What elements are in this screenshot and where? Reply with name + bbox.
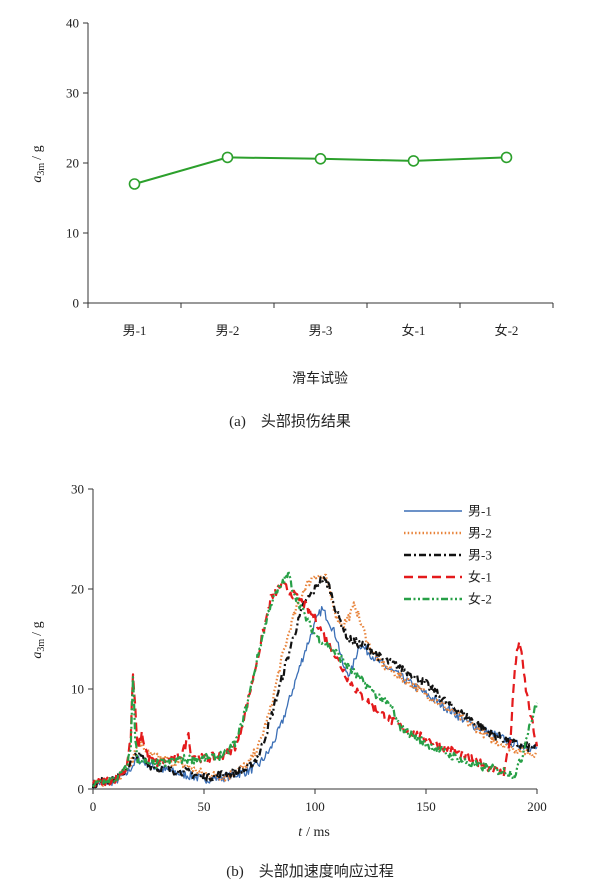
chart-a-y-ticks: 0 10 20 30 40 (66, 16, 88, 311)
chart-b-x-tick-label: 50 (198, 799, 211, 814)
chart-b-series (91, 569, 539, 789)
chart-a-y-tick-label: 0 (73, 296, 80, 311)
chart-b-y-tick-label: 20 (71, 582, 84, 597)
chart-a-x-tick-label: 男-3 (309, 323, 333, 338)
chart-b-series-line (92, 579, 539, 788)
chart-a-series (128, 151, 513, 190)
chart-b-x-tick-label: 100 (305, 799, 325, 814)
chart-a-x-tick-label: 女-1 (402, 323, 426, 338)
chart-b-series-line (92, 569, 539, 788)
chart-a-data-point (221, 151, 234, 164)
chart-a-y-tick-label: 40 (66, 16, 79, 31)
chart-b-x-ticks: 0 50 100 150 200 (90, 789, 547, 814)
chart-b-y-tick-label: 0 (78, 782, 85, 797)
chart-b-y-tick-label: 30 (71, 482, 84, 497)
chart-b-series-line (92, 573, 538, 787)
chart-a-caption: (a) 头部损伤结果 (229, 413, 351, 430)
chart-a-data-point (500, 151, 513, 164)
chart-b-legend-label: 男-1 (468, 504, 492, 519)
chart-b-legend-label: 女-1 (468, 570, 492, 585)
chart-b-y-axis-label: a3m/ g (30, 621, 47, 658)
chart-a-data-point (314, 153, 327, 165)
chart-b-x-axis-label: t / ms (298, 825, 330, 840)
chart-b-y-ticks: 0 10 20 30 (71, 482, 93, 797)
chart-a-y-axis-label: a3m/ g (30, 145, 47, 182)
chart-b-legend: 男-1 男-2 男-3 女-1 女-2 (404, 504, 492, 607)
chart-b-x-tick-label: 200 (527, 799, 547, 814)
chart-a-y-tick-label: 30 (66, 86, 79, 101)
chart-b-caption: (b) 头部加速度响应过程 (226, 862, 394, 880)
chart-a-data-point (407, 155, 420, 167)
chart-b-legend-label: 男-2 (468, 526, 492, 541)
chart-a: 0 10 20 30 40 男-1 男-2 男-3 女-1 女-2 a3m/ g 滑车试验 (a… (30, 16, 554, 430)
chart-a-data-point (128, 178, 141, 190)
chart-a-x-ticks: 男-1 男-2 男-3 女-1 女-2 (87, 303, 554, 338)
chart-a-x-tick-label: 男-2 (216, 323, 240, 338)
chart-b-legend-label: 女-2 (468, 592, 492, 607)
chart-a-x-tick-label: 女-2 (495, 323, 519, 338)
chart-a-x-axis-label: 滑车试验 (292, 370, 348, 387)
chart-b-legend-label: 男-3 (468, 548, 492, 563)
chart-b-x-tick-label: 0 (90, 799, 97, 814)
chart-b-series-line (91, 576, 539, 789)
chart-a-x-tick-label: 男-1 (123, 323, 147, 338)
chart-a-y-tick-label: 20 (66, 156, 79, 171)
chart-b-y-tick-label: 10 (71, 682, 84, 697)
chart-a-y-tick-label: 10 (66, 226, 79, 241)
chart-b-x-tick-label: 150 (416, 799, 436, 814)
chart-b: 0 10 20 30 0 50 100 150 200 男-1 男-2 男-3 女-1 女-2 a3m… (30, 482, 547, 881)
